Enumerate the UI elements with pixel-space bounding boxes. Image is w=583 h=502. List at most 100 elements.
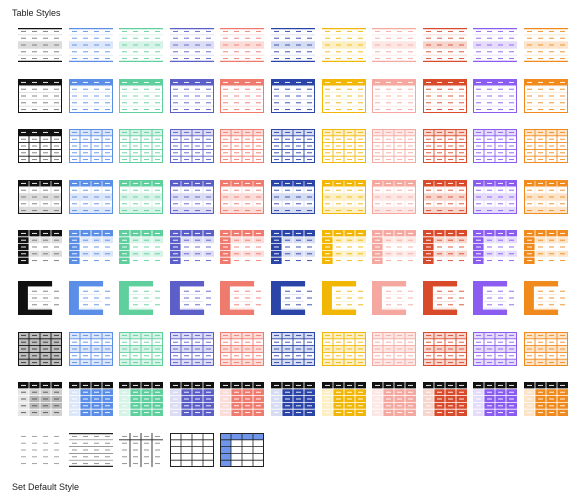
table-style-thumbnail-header-grid-indigo[interactable] [169, 179, 214, 214]
table-style-thumbnail-header-grid-purple[interactable] [473, 179, 518, 214]
table-style-thumbnail-header-banded-gold[interactable] [321, 78, 366, 113]
table-style-thumbnail-header-grid-red-orange[interactable] [422, 179, 467, 214]
table-style-thumbnail-header-banded-purple[interactable] [473, 78, 518, 113]
table-style-thumbnail-first-column-light-blue[interactable] [68, 230, 113, 265]
table-style-preview [18, 129, 62, 164]
table-style-thumbnail-header-grid-pink[interactable] [372, 179, 417, 214]
table-style-thumbnail-header-banded-salmon[interactable] [220, 78, 265, 113]
table-style-thumbnail-rules-light-gold[interactable] [321, 28, 366, 62]
table-style-thumbnail-simple-grid[interactable] [169, 432, 214, 467]
table-style-preview [220, 382, 265, 417]
table-style-thumbnail-rules-light-indigo[interactable] [169, 28, 214, 62]
table-style-thumbnail-full-grid-indigo[interactable] [169, 129, 214, 164]
table-style-preview [271, 230, 315, 265]
table-style-thumbnail-rules-light-pink[interactable] [372, 28, 417, 62]
table-style-thumbnail-header-and-column-pink[interactable] [372, 281, 417, 315]
table-style-thumbnail-dark-filled-mint[interactable] [119, 382, 164, 417]
table-style-thumbnail-header-grid-gold[interactable] [321, 179, 366, 214]
table-style-thumbnail-header-grid-navy[interactable] [271, 179, 315, 214]
table-style-thumbnail-header-and-column-orange[interactable] [524, 281, 568, 315]
table-style-thumbnail-grid-banded-purple[interactable] [473, 331, 518, 366]
table-style-thumbnail-header-banded-light-blue[interactable] [68, 78, 113, 113]
table-style-thumbnail-full-grid-salmon[interactable] [220, 129, 265, 164]
table-style-thumbnail-grid-banded-indigo[interactable] [169, 331, 214, 366]
table-style-thumbnail-dark-filled-indigo[interactable] [169, 382, 214, 417]
table-style-thumbnail-header-and-column-salmon[interactable] [220, 281, 265, 315]
table-style-thumbnail-header-banded-mint[interactable] [119, 78, 164, 113]
table-style-thumbnail-full-grid-red-orange[interactable] [422, 129, 467, 164]
table-style-thumbnail-dark-filled-purple[interactable] [473, 382, 518, 417]
table-style-thumbnail-dark-filled-pink[interactable] [372, 382, 417, 417]
table-style-thumbnail-full-grid-gold[interactable] [321, 129, 366, 164]
table-style-thumbnail-rules-light-salmon[interactable] [220, 28, 265, 62]
table-style-thumbnail-header-banded-pink[interactable] [372, 78, 417, 113]
table-style-thumbnail-header-grid-orange[interactable] [524, 179, 568, 214]
table-style-thumbnail-horizontal-rules[interactable] [68, 432, 113, 467]
table-style-thumbnail-header-and-column-indigo[interactable] [169, 281, 214, 315]
table-style-thumbnail-grid-banded-gold[interactable] [321, 331, 366, 366]
table-style-thumbnail-plain[interactable] [18, 432, 62, 467]
table-style-preview [68, 331, 113, 366]
table-style-thumbnail-first-column-red-orange[interactable] [422, 230, 467, 265]
table-style-thumbnail-header-banded-black[interactable] [18, 78, 62, 113]
table-style-thumbnail-first-column-black[interactable] [18, 230, 62, 265]
table-style-thumbnail-vertical-rules[interactable] [119, 432, 164, 467]
table-style-thumbnail-rules-light-purple[interactable] [473, 28, 518, 62]
table-style-thumbnail-full-grid-light-blue[interactable] [68, 129, 113, 164]
table-style-thumbnail-first-column-indigo[interactable] [169, 230, 214, 265]
table-style-thumbnail-accent-grid[interactable] [220, 432, 265, 467]
table-style-thumbnail-dark-filled-navy[interactable] [271, 382, 315, 417]
table-style-thumbnail-grid-banded-pink[interactable] [372, 331, 417, 366]
table-style-thumbnail-first-column-orange[interactable] [524, 230, 568, 265]
table-style-thumbnail-full-grid-orange[interactable] [524, 129, 568, 164]
table-style-thumbnail-grid-banded-light-blue[interactable] [68, 331, 113, 366]
table-style-thumbnail-header-grid-black[interactable] [18, 179, 62, 214]
table-style-thumbnail-dark-filled-orange[interactable] [524, 382, 568, 417]
table-style-thumbnail-grid-banded-orange[interactable] [524, 331, 568, 366]
table-style-thumbnail-rules-light-light-blue[interactable] [68, 28, 113, 62]
table-style-thumbnail-full-grid-black[interactable] [18, 129, 62, 164]
table-style-thumbnail-grid-banded-red-orange[interactable] [422, 331, 467, 366]
table-style-thumbnail-dark-filled-salmon[interactable] [220, 382, 265, 417]
table-style-thumbnail-first-column-navy[interactable] [271, 230, 315, 265]
table-style-thumbnail-full-grid-navy[interactable] [271, 129, 315, 164]
table-style-thumbnail-first-column-gold[interactable] [321, 230, 366, 265]
table-style-thumbnail-rules-light-black[interactable] [18, 28, 62, 62]
table-style-thumbnail-first-column-mint[interactable] [119, 230, 164, 265]
table-style-thumbnail-header-banded-indigo[interactable] [169, 78, 214, 113]
table-style-thumbnail-header-grid-mint[interactable] [119, 179, 164, 214]
table-style-thumbnail-first-column-purple[interactable] [473, 230, 518, 265]
table-style-thumbnail-full-grid-purple[interactable] [473, 129, 518, 164]
table-style-thumbnail-rules-light-orange[interactable] [524, 28, 568, 62]
table-style-thumbnail-header-and-column-purple[interactable] [473, 281, 518, 315]
table-style-thumbnail-first-column-pink[interactable] [372, 230, 417, 265]
table-style-thumbnail-header-banded-navy[interactable] [271, 78, 315, 113]
table-style-thumbnail-header-banded-red-orange[interactable] [422, 78, 467, 113]
table-style-thumbnail-full-grid-mint[interactable] [119, 129, 164, 164]
table-style-thumbnail-header-grid-salmon[interactable] [220, 179, 265, 214]
table-style-thumbnail-rules-light-navy[interactable] [271, 28, 315, 62]
table-style-thumbnail-grid-banded-mint[interactable] [119, 331, 164, 366]
table-style-thumbnail-grid-banded-navy[interactable] [271, 331, 315, 366]
table-style-thumbnail-full-grid-pink[interactable] [372, 129, 417, 164]
table-style-thumbnail-header-banded-orange[interactable] [524, 78, 568, 113]
table-style-thumbnail-first-column-salmon[interactable] [220, 230, 265, 265]
table-style-thumbnail-header-and-column-light-blue[interactable] [68, 281, 113, 315]
table-style-thumbnail-header-and-column-gold[interactable] [321, 281, 366, 315]
table-style-thumbnail-rules-light-mint[interactable] [119, 28, 164, 62]
table-style-preview [18, 281, 62, 315]
table-style-thumbnail-header-and-column-mint[interactable] [119, 281, 164, 315]
table-style-preview [271, 129, 315, 164]
table-style-thumbnail-dark-filled-gold[interactable] [321, 382, 366, 417]
table-style-thumbnail-dark-filled-red-orange[interactable] [422, 382, 467, 417]
table-style-thumbnail-header-and-column-red-orange[interactable] [422, 281, 467, 315]
table-style-thumbnail-header-and-column-black[interactable] [18, 281, 62, 315]
table-style-thumbnail-grid-banded-salmon[interactable] [220, 331, 265, 366]
table-style-thumbnail-grid-banded-black[interactable] [18, 331, 62, 366]
table-style-thumbnail-dark-filled-light-blue[interactable] [68, 382, 113, 417]
table-style-thumbnail-rules-light-red-orange[interactable] [422, 28, 467, 62]
table-style-thumbnail-header-and-column-navy[interactable] [271, 281, 315, 315]
table-style-thumbnail-header-grid-light-blue[interactable] [68, 179, 113, 214]
table-style-thumbnail-dark-filled-black[interactable] [18, 382, 62, 417]
table-style-preview [119, 78, 164, 113]
